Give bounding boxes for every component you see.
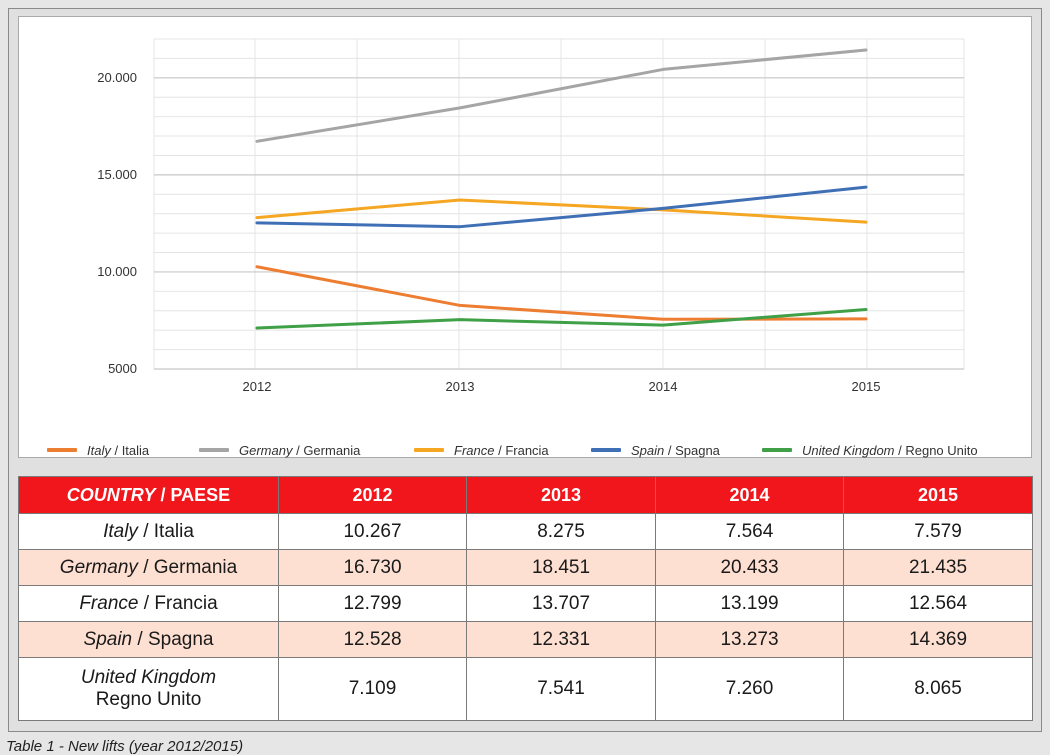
value-cell: 14.369 bbox=[843, 621, 1033, 658]
x-tick-label: 2015 bbox=[852, 379, 881, 394]
x-tick-label: 2013 bbox=[446, 379, 475, 394]
data-table: COUNTRY / PAESE 2012 2013 2014 2015 Ital… bbox=[18, 476, 1033, 721]
legend-swatch-germany bbox=[199, 448, 229, 452]
header-year: 2014 bbox=[655, 476, 844, 514]
value-cell: 7.260 bbox=[655, 657, 844, 721]
value-cell: 10.267 bbox=[278, 513, 467, 550]
y-tick-label: 5000 bbox=[108, 361, 137, 376]
country-cell: Germany / Germania bbox=[18, 549, 279, 586]
legend-label-france-it: Francia bbox=[505, 442, 549, 458]
country-cell: France / Francia bbox=[18, 585, 279, 622]
legend-item-spain: Spain / Spagna bbox=[591, 441, 720, 459]
legend-label-spain-en: Spain bbox=[631, 442, 665, 458]
y-tick-label: 10.000 bbox=[97, 264, 137, 279]
x-tick-label: 2012 bbox=[243, 379, 272, 394]
header-year: 2015 bbox=[843, 476, 1033, 514]
header-year: 2013 bbox=[466, 476, 656, 514]
y-tick-label: 15.000 bbox=[97, 167, 137, 182]
legend-label-uk-it: Regno Unito bbox=[905, 442, 978, 458]
table-row: France / Francia 12.799 13.707 13.199 12… bbox=[18, 585, 1033, 622]
table-row: United Kingdom Regno Unito 7.109 7.541 7.… bbox=[18, 657, 1033, 721]
line-chart: 5000 10.000 15.000 20.000 2012 2013 2014 2015 bbox=[97, 38, 965, 394]
country-cell: United Kingdom Regno Unito bbox=[18, 657, 279, 721]
value-cell: 8.275 bbox=[466, 513, 656, 550]
value-cell: 7.564 bbox=[655, 513, 844, 550]
legend-label-italy-en: Italy bbox=[87, 442, 111, 458]
value-cell: 20.433 bbox=[655, 549, 844, 586]
legend-item-uk: United Kingdom / Regno Unito bbox=[762, 441, 978, 459]
legend-swatch-uk bbox=[762, 448, 792, 452]
country-cell: Italy / Italia bbox=[18, 513, 279, 550]
table-row: Germany / Germania 16.730 18.451 20.433 … bbox=[18, 549, 1033, 586]
table-row: Spain / Spagna 12.528 12.331 13.273 14.3… bbox=[18, 621, 1033, 658]
legend-label-france-en: France bbox=[454, 442, 495, 458]
value-cell: 13.707 bbox=[466, 585, 656, 622]
legend-item-france: France / Francia bbox=[414, 441, 549, 459]
country-cell: Spain / Spagna bbox=[18, 621, 279, 658]
legend-swatch-italy bbox=[47, 448, 77, 452]
series-line-regno-unito bbox=[255, 308, 868, 330]
value-cell: 8.065 bbox=[843, 657, 1033, 721]
table-row: Italy / Italia 10.267 8.275 7.564 7.579 bbox=[18, 513, 1033, 550]
series-line-germania bbox=[255, 48, 868, 143]
header-country: COUNTRY / PAESE bbox=[18, 476, 279, 514]
value-cell: 16.730 bbox=[278, 549, 467, 586]
legend-swatch-france bbox=[414, 448, 444, 452]
series-line-italia bbox=[255, 265, 868, 321]
series-line-spagna bbox=[255, 185, 868, 229]
value-cell: 7.541 bbox=[466, 657, 656, 721]
data-table-wrap: COUNTRY / PAESE 2012 2013 2014 2015 Ital… bbox=[18, 476, 1033, 721]
value-cell: 7.579 bbox=[843, 513, 1033, 550]
legend-label-spain-it: Spagna bbox=[675, 442, 720, 458]
value-cell: 12.331 bbox=[466, 621, 656, 658]
x-tick-label: 2014 bbox=[649, 379, 678, 394]
value-cell: 7.109 bbox=[278, 657, 467, 721]
value-cell: 21.435 bbox=[843, 549, 1033, 586]
legend-label-uk-en: United Kingdom bbox=[802, 442, 895, 458]
legend-label-germany-en: Germany bbox=[239, 442, 293, 458]
legend-label-germany-it: Germania bbox=[303, 442, 361, 458]
legend-item-italy: Italy / Italia bbox=[47, 441, 149, 459]
value-cell: 12.564 bbox=[843, 585, 1033, 622]
legend-label-italy-it: Italia bbox=[121, 442, 150, 458]
value-cell: 12.799 bbox=[278, 585, 467, 622]
y-tick-label: 20.000 bbox=[97, 70, 137, 85]
value-cell: 13.199 bbox=[655, 585, 844, 622]
header-year: 2012 bbox=[278, 476, 467, 514]
chart-panel: 5000 10.000 15.000 20.000 2012 2013 2014 2015 I… bbox=[18, 16, 1032, 458]
legend-swatch-spain bbox=[591, 448, 621, 452]
value-cell: 13.273 bbox=[655, 621, 844, 658]
value-cell: 18.451 bbox=[466, 549, 656, 586]
value-cell: 12.528 bbox=[278, 621, 467, 658]
table-header-row: COUNTRY / PAESE 2012 2013 2014 2015 bbox=[18, 476, 1033, 514]
legend-item-germany: Germany / Germania bbox=[199, 441, 360, 459]
series-line-francia bbox=[255, 198, 868, 224]
